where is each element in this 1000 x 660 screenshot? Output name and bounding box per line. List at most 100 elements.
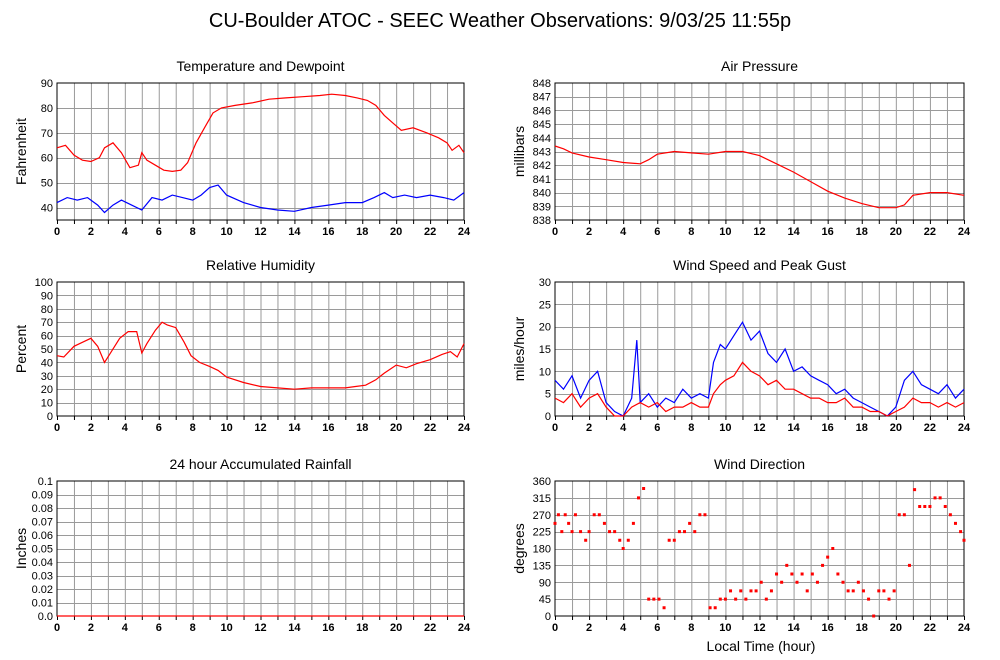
x-tick-label: 22 [924, 622, 936, 634]
x-tick-label: 10 [719, 226, 731, 238]
y-tick-label: 50 [41, 178, 53, 190]
data-point [943, 505, 947, 508]
x-tick-label: 14 [787, 422, 800, 434]
y-tick-label: 360 [533, 476, 551, 488]
x-tick-label: 24 [958, 622, 971, 634]
x-tick-label: 8 [190, 422, 196, 434]
data-point [764, 597, 768, 601]
x-tick-label: 16 [322, 422, 334, 434]
x-tick-label: 12 [753, 226, 765, 238]
data-point [657, 597, 661, 601]
data-point [867, 597, 871, 601]
x-tick-label: 0 [54, 622, 60, 634]
data-point [841, 580, 845, 584]
x-tick-label: 20 [890, 622, 902, 634]
x-tick-label: 4 [122, 422, 129, 434]
data-point [703, 513, 707, 517]
data-point [962, 538, 966, 542]
y-tick-label: 315 [533, 493, 551, 505]
x-tick-label: 18 [356, 226, 368, 238]
data-point [846, 589, 850, 593]
series-line-0 [56, 321, 465, 390]
page-title: CU-Boulder ATOC - SEEC Weather Observati… [209, 10, 791, 32]
y-tick-label: 70 [41, 128, 53, 140]
y-tick-label: 100 [35, 277, 53, 289]
data-point [652, 597, 656, 601]
x-tick-label: 2 [586, 422, 592, 434]
y-tick-label: 0 [545, 611, 551, 623]
data-point [613, 530, 617, 534]
data-point [734, 597, 738, 601]
x-tick-label: 18 [356, 622, 368, 634]
x-tick-label: 16 [322, 622, 334, 634]
temperature-dewpoint-chart: 0 2 4 6 8 10 12 14 16 18 20 22 24405060708090Tempera… [13, 58, 471, 238]
data-point [959, 530, 963, 534]
data-point [637, 496, 641, 500]
y-axis-label: millibars [511, 126, 527, 177]
chart-title: Temperature and Dewpoint [176, 58, 344, 74]
data-point [805, 589, 809, 593]
x-tick-label: 20 [390, 226, 402, 238]
data-point [579, 530, 583, 534]
x-tick-label: 24 [958, 422, 971, 434]
data-point [688, 521, 692, 525]
y-tick-label: 70 [41, 317, 53, 329]
x-tick-label: 12 [254, 622, 266, 634]
data-point [928, 505, 932, 508]
x-tick-label: 10 [220, 622, 232, 634]
series-line-0 [554, 145, 965, 209]
data-point [953, 521, 957, 525]
x-tick-label: 2 [586, 226, 592, 238]
chart-title: Wind Speed and Peak Gust [673, 257, 846, 273]
y-axis-label: Percent [13, 325, 29, 373]
data-point [918, 505, 922, 508]
y-axis-label: degrees [511, 523, 527, 574]
data-point [790, 572, 794, 576]
data-point [647, 597, 651, 601]
data-point [621, 547, 625, 550]
chart-title: Relative Humidity [206, 257, 315, 273]
y-axis-label: miles/hour [511, 316, 527, 381]
data-point [902, 513, 906, 517]
x-tick-label: 18 [856, 226, 868, 238]
x-tick-label: 0 [552, 622, 558, 634]
data-point [631, 521, 635, 525]
x-tick-label: 4 [122, 226, 129, 238]
x-tick-label: 20 [890, 226, 902, 238]
x-tick-label: 24 [958, 226, 971, 238]
y-tick-label: 844 [533, 133, 551, 145]
y-tick-label: 80 [41, 103, 53, 115]
y-tick-label: 5 [545, 389, 551, 401]
y-tick-label: 846 [533, 105, 551, 117]
y-tick-label: 270 [533, 510, 551, 522]
data-point [667, 538, 671, 542]
x-tick-label: 4 [620, 422, 627, 434]
x-tick-label: 0 [54, 422, 60, 434]
x-tick-label: 14 [787, 622, 800, 634]
chart-title: 24 hour Accumulated Rainfall [169, 456, 351, 472]
data-point [597, 513, 601, 517]
data-point [744, 597, 748, 601]
plot-border [554, 82, 965, 221]
data-point [856, 580, 860, 584]
data-point [677, 530, 681, 534]
x-tick-label: 2 [586, 622, 592, 634]
data-point [560, 530, 564, 534]
data-point [923, 505, 927, 508]
data-point [826, 555, 830, 559]
y-tick-label: 0.05 [32, 544, 53, 556]
y-tick-label: 0 [47, 411, 53, 423]
data-point [948, 513, 952, 517]
data-point [584, 538, 588, 542]
y-tick-label: 60 [41, 331, 53, 343]
data-point [556, 513, 560, 517]
y-tick-label: 0.02 [32, 584, 53, 596]
data-point [851, 589, 855, 593]
y-tick-label: 20 [539, 322, 551, 334]
y-tick-label: 842 [533, 160, 551, 172]
wind-direction-chart: 0 2 4 6 8 10 12 14 16 18 20 22 240459013518022527031… [511, 456, 971, 634]
y-tick-label: 20 [41, 384, 53, 396]
x-tick-label: 0 [54, 226, 60, 238]
x-tick-label: 18 [356, 422, 368, 434]
